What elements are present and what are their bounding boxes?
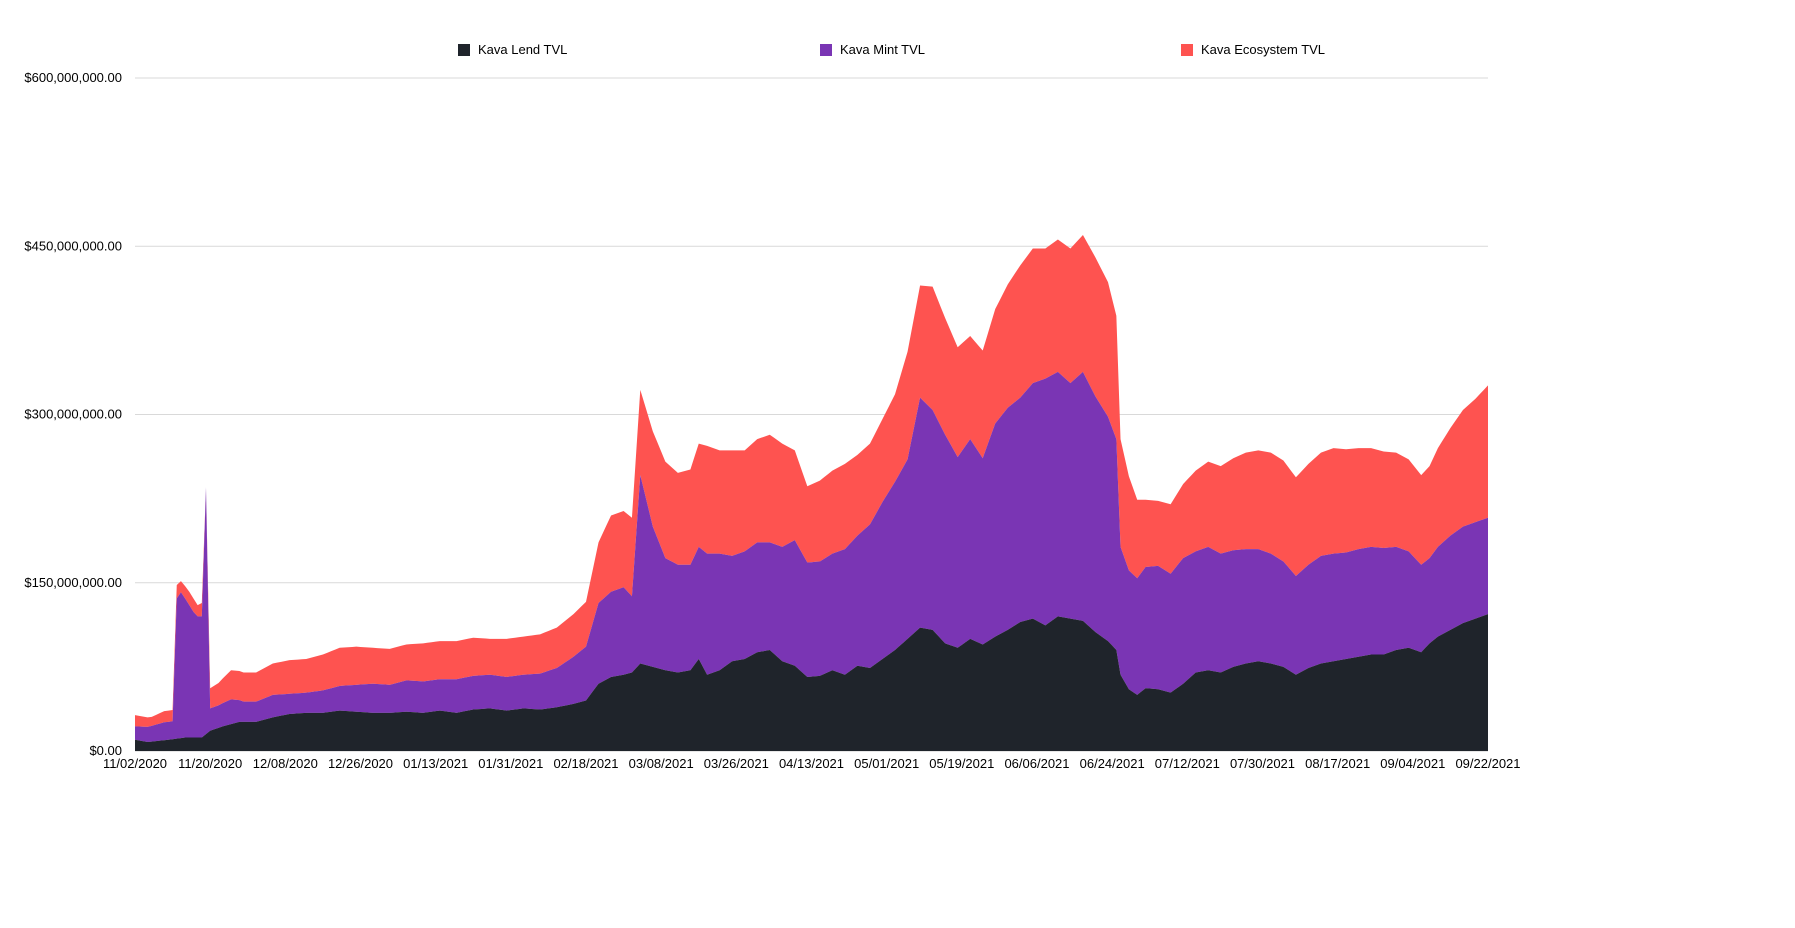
y-tick-label: $150,000,000.00: [24, 575, 122, 590]
y-tick-label: $450,000,000.00: [24, 238, 122, 253]
area-layer: [135, 235, 1488, 751]
y-tick-label: $0.00: [89, 743, 122, 758]
x-tick-label: 04/13/2021: [779, 756, 844, 771]
legend-label-kava-mint: Kava Mint TVL: [840, 42, 926, 57]
x-tick-label: 11/02/2020: [103, 756, 167, 771]
x-tick-label: 11/20/2020: [178, 756, 242, 771]
axis-layer: $0.00 $150,000,000.00 $300,000,000.00 $450,…: [24, 70, 1520, 771]
legend-item-kava-lend: Kava Lend TVL: [458, 42, 567, 57]
x-tick-label: 12/26/2020: [328, 756, 393, 771]
x-tick-label: 09/04/2021: [1380, 756, 1445, 771]
x-tick-label: 07/30/2021: [1230, 756, 1295, 771]
x-tick-label: 08/17/2021: [1305, 756, 1370, 771]
legend-swatch-kava-mint: [820, 43, 832, 56]
x-tick-label: 01/13/2021: [403, 756, 468, 771]
legend-label-kava-lend: Kava Lend TVL: [478, 42, 568, 57]
legend-item-kava-mint: Kava Mint TVL: [820, 42, 925, 57]
x-tick-label: 06/06/2021: [1004, 756, 1069, 771]
x-tick-label: 07/12/2021: [1155, 756, 1220, 771]
legend-item-kava-ecosystem: Kava Ecosystem TVL: [1181, 42, 1325, 57]
y-tick-label: $600,000,000.00: [24, 70, 122, 85]
x-tick-label: 05/19/2021: [929, 756, 994, 771]
x-tick-label: 03/26/2021: [704, 756, 769, 771]
area-kava-ecosystem-tvl: [135, 235, 1488, 727]
x-tick-label: 06/24/2021: [1080, 756, 1145, 771]
x-tick-label: 03/08/2021: [629, 756, 694, 771]
legend-swatch-kava-lend: [458, 43, 470, 56]
x-tick-label: 01/31/2021: [478, 756, 543, 771]
y-tick-label: $300,000,000.00: [24, 407, 122, 422]
x-tick-label: 02/18/2021: [553, 756, 618, 771]
x-tick-label: 09/22/2021: [1455, 756, 1520, 771]
legend-swatch-kava-ecosystem: [1181, 43, 1193, 56]
x-tick-label: 12/08/2020: [253, 756, 318, 771]
area-kava-lend-tvl: [135, 614, 1488, 751]
x-tick-label: 05/01/2021: [854, 756, 919, 771]
area-kava-mint-tvl: [135, 371, 1488, 743]
legend-label-kava-ecosystem: Kava Ecosystem TVL: [1201, 42, 1326, 57]
